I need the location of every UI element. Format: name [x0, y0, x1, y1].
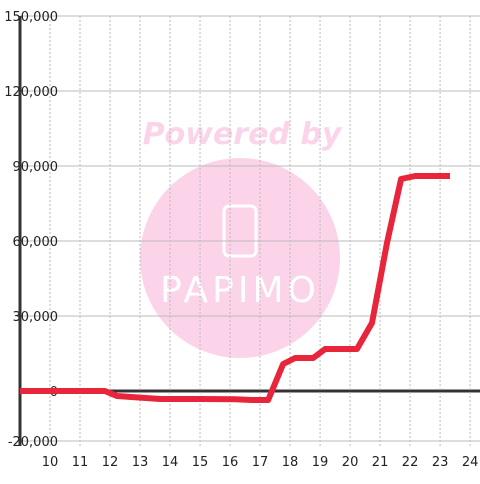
- x-tick-label: 23: [432, 455, 449, 470]
- x-tick-label: 15: [192, 455, 209, 470]
- x-tick-label: 24: [462, 455, 479, 470]
- y-tick-label: 150,000: [4, 10, 58, 25]
- x-tick-label: 12: [102, 455, 119, 470]
- x-tick-label: 13: [132, 455, 149, 470]
- x-tick-label: 18: [282, 455, 299, 470]
- line-series: [20, 173, 450, 403]
- x-tick-label: 19: [312, 455, 329, 470]
- x-tick-label: 20: [342, 455, 359, 470]
- y-tick-label: 90,000: [13, 160, 59, 175]
- y-tick-label: 60,000: [13, 235, 59, 250]
- x-tick-label: 14: [162, 455, 179, 470]
- x-tick-label: 21: [372, 455, 389, 470]
- y-tick-label: 120,000: [4, 85, 58, 100]
- watermark-logo: PAPIMO: [160, 270, 320, 311]
- x-tick-label: 16: [222, 455, 239, 470]
- y-tick-label: 30,000: [13, 310, 59, 325]
- watermark-text: Powered by: [143, 117, 343, 152]
- watermark-icon: [222, 204, 258, 258]
- x-tick-label: 11: [72, 455, 89, 470]
- x-tick-label: 22: [402, 455, 419, 470]
- x-tick-label: 17: [252, 455, 269, 470]
- x-tick-label: 10: [42, 455, 59, 470]
